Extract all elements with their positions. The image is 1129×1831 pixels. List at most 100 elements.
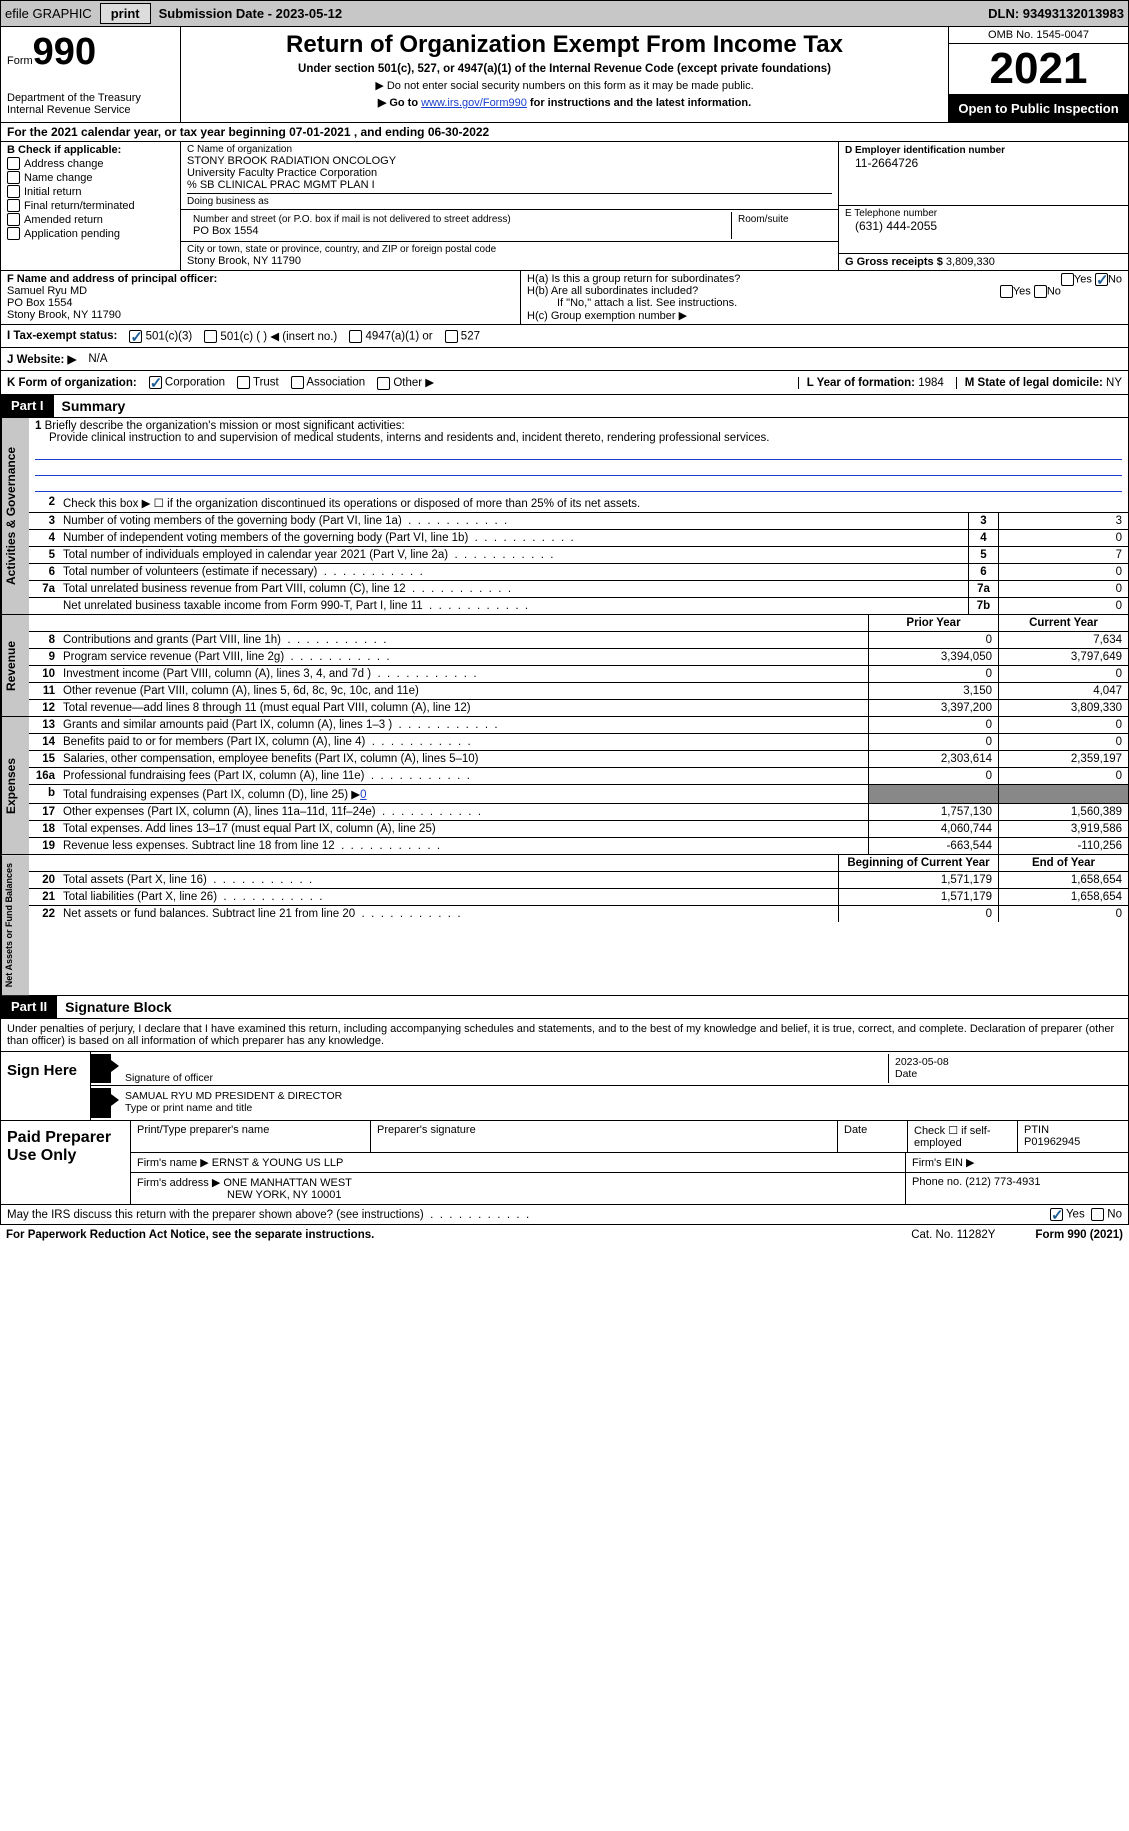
hb-note: If "No," attach a list. See instructions… — [527, 297, 1122, 309]
chk-501c[interactable] — [204, 330, 217, 343]
p20: 1,571,179 — [838, 872, 998, 888]
sig-intro: Under penalties of perjury, I declare th… — [0, 1019, 1129, 1052]
hb-label: H(b) Are all subordinates included? — [527, 285, 698, 297]
discuss-yes[interactable] — [1050, 1208, 1063, 1221]
addr-label: Number and street (or P.O. box if mail i… — [193, 214, 725, 225]
ptin-label: PTIN — [1024, 1124, 1122, 1136]
c-name-label: C Name of organization — [187, 144, 832, 155]
ein-val: 11-2664726 — [845, 156, 1122, 170]
hdr-current: Current Year — [998, 615, 1128, 631]
city-label: City or town, state or province, country… — [187, 244, 832, 255]
line-15: Salaries, other compensation, employee b… — [59, 751, 868, 767]
chk-address-change[interactable] — [7, 157, 20, 170]
m-val: NY — [1106, 377, 1122, 389]
chk-assoc[interactable] — [291, 376, 304, 389]
firm-addr1: ONE MANHATTAN WEST — [223, 1177, 352, 1189]
line-17: Other expenses (Part IX, column (A), lin… — [59, 804, 868, 820]
irs-link[interactable]: www.irs.gov/Form990 — [421, 97, 527, 109]
chk-final-return[interactable] — [7, 199, 20, 212]
part-i-tag: Part I — [1, 395, 54, 417]
line-18: Total expenses. Add lines 13–17 (must eq… — [59, 821, 868, 837]
sig-officer-label: Signature of officer — [125, 1072, 880, 1084]
mission-text: Provide clinical instruction to and supe… — [35, 432, 1122, 444]
prep-date-label: Date — [838, 1121, 908, 1152]
firm-phone: (212) 773-4931 — [965, 1176, 1040, 1188]
chk-other[interactable] — [377, 377, 390, 390]
discuss-no[interactable] — [1091, 1208, 1104, 1221]
chk-501c3[interactable] — [129, 330, 142, 343]
chk-initial-return[interactable] — [7, 185, 20, 198]
chk-trust[interactable] — [237, 376, 250, 389]
hb-yes[interactable] — [1000, 285, 1013, 298]
phone-val: (631) 444-2055 — [845, 219, 1122, 233]
dept-treasury: Department of the Treasury — [7, 92, 174, 104]
p17: 1,757,130 — [868, 804, 998, 820]
hb-no[interactable] — [1034, 285, 1047, 298]
chk-527[interactable] — [445, 330, 458, 343]
opt-trust: Trust — [253, 377, 279, 389]
form-number: 990 — [33, 31, 96, 73]
lbl-amended: Amended return — [24, 214, 103, 226]
tab-expenses: Expenses — [1, 717, 29, 854]
hdr-prior: Prior Year — [868, 615, 998, 631]
line-2: Check this box ▶ ☐ if the organization d… — [59, 494, 1128, 512]
chk-amended[interactable] — [7, 213, 20, 226]
ha-yes[interactable] — [1061, 273, 1074, 286]
p11: 3,150 — [868, 683, 998, 699]
irs: Internal Revenue Service — [7, 104, 174, 116]
officer-printed-name: SAMUAL RYU MD PRESIDENT & DIRECTOR — [125, 1090, 1120, 1102]
c21: 1,658,654 — [998, 889, 1128, 905]
city-val: Stony Brook, NY 11790 — [187, 255, 832, 267]
p10: 0 — [868, 666, 998, 682]
c19: -110,256 — [998, 838, 1128, 854]
name-title-label: Type or print name and title — [125, 1102, 1120, 1114]
no-label: No — [1108, 273, 1122, 285]
ha-no[interactable] — [1095, 273, 1108, 286]
form-subtitle: Under section 501(c), 527, or 4947(a)(1)… — [185, 63, 944, 75]
section-governance: Activities & Governance 1 Briefly descri… — [0, 418, 1129, 615]
rule-line — [35, 478, 1122, 492]
org-name-1: STONY BROOK RADIATION ONCOLOGY — [187, 155, 832, 167]
part-ii-header: Part II Signature Block — [0, 996, 1129, 1019]
e-label: E Telephone number — [845, 208, 1122, 219]
opt-4947: 4947(a)(1) or — [365, 330, 432, 342]
firm-ein-label: Firm's EIN ▶ — [906, 1153, 1128, 1172]
tax-year: 2021 — [949, 44, 1128, 95]
i-label: I Tax-exempt status: — [7, 330, 117, 342]
line-12: Total revenue—add lines 8 through 11 (mu… — [59, 700, 868, 716]
opt-assoc: Association — [306, 377, 365, 389]
chk-corp[interactable] — [149, 376, 162, 389]
goto-pre: ▶ Go to — [378, 97, 421, 109]
p21: 1,571,179 — [838, 889, 998, 905]
yes-label-2: Yes — [1013, 285, 1031, 297]
val-5: 7 — [998, 547, 1128, 563]
form-title: Return of Organization Exempt From Incom… — [185, 31, 944, 59]
submission-date: Submission Date - 2023-05-12 — [159, 6, 343, 21]
yes-label-3: Yes — [1066, 1209, 1085, 1221]
chk-app-pending[interactable] — [7, 227, 20, 240]
lbl-initial-return: Initial return — [24, 186, 81, 198]
ssn-note: ▶ Do not enter social security numbers o… — [185, 79, 944, 92]
rule-line — [35, 462, 1122, 476]
hdr-end: End of Year — [998, 855, 1128, 871]
k-label: K Form of organization: — [7, 377, 137, 389]
tab-net-assets: Net Assets or Fund Balances — [1, 855, 29, 995]
row-a: For the 2021 calendar year, or tax year … — [0, 123, 1129, 142]
chk-name-change[interactable] — [7, 171, 20, 184]
line-10: Investment income (Part VIII, column (A)… — [59, 666, 868, 682]
part-i-title: Summary — [54, 395, 134, 417]
line-7b: Net unrelated business taxable income fr… — [59, 598, 968, 614]
self-employed-label: Check ☐ if self-employed — [908, 1121, 1018, 1152]
c15: 2,359,197 — [998, 751, 1128, 767]
print-button[interactable]: print — [100, 3, 151, 24]
lbl-app-pending: Application pending — [24, 228, 120, 240]
lbl-final-return: Final return/terminated — [24, 200, 135, 212]
footer: For Paperwork Reduction Act Notice, see … — [0, 1225, 1129, 1245]
tab-governance: Activities & Governance — [1, 418, 29, 614]
chk-4947[interactable] — [349, 330, 362, 343]
c9: 3,797,649 — [998, 649, 1128, 665]
hdr-begin: Beginning of Current Year — [838, 855, 998, 871]
opt-corp: Corporation — [165, 377, 225, 389]
c16a: 0 — [998, 768, 1128, 784]
f-label: F Name and address of principal officer: — [7, 273, 217, 285]
